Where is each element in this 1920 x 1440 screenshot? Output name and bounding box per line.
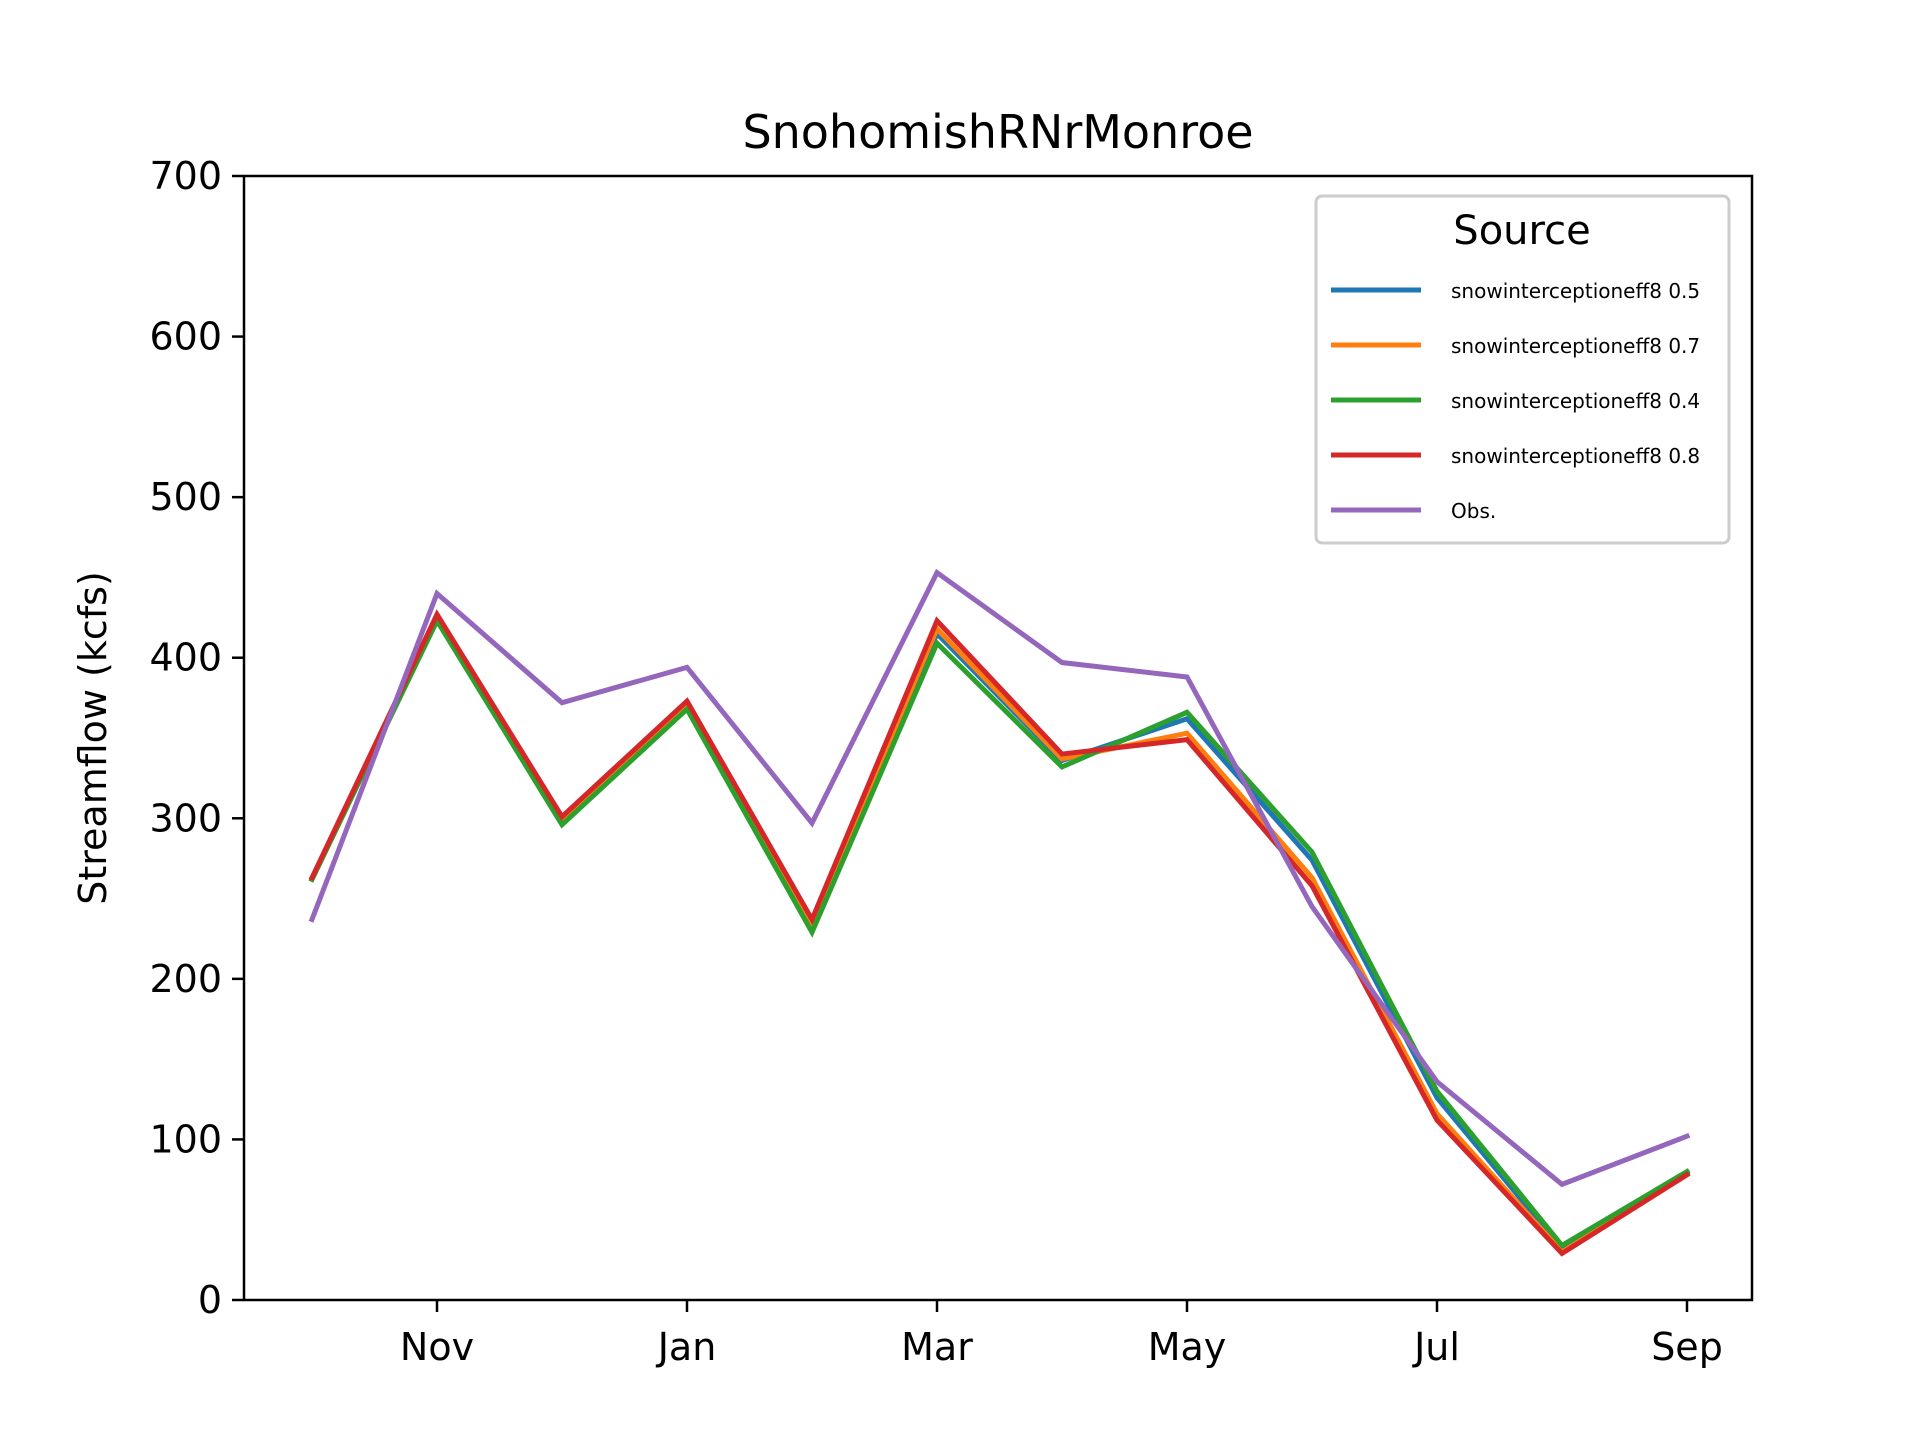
plot-frame	[242, 174, 1754, 1302]
x-tick-label: Nov	[400, 1325, 474, 1369]
y-tick-label: 400	[149, 636, 222, 680]
series-line-2	[308, 615, 1691, 1249]
legend-label: snowinterceptioneff8 0.8	[1451, 444, 1700, 468]
y-tick-label: 500	[149, 475, 222, 519]
y-tick-label: 700	[149, 154, 222, 198]
y-tick-label: 0	[198, 1278, 222, 1322]
y-tick-label: 600	[149, 315, 222, 359]
y-tick-label: 200	[149, 957, 222, 1001]
series-line-3	[308, 609, 1691, 1257]
plot-lines	[308, 568, 1691, 1257]
legend: Source snowinterceptioneff8 0.5snowinter…	[1314, 194, 1731, 545]
legend-title: Source	[1453, 208, 1590, 254]
legend-label: Obs.	[1451, 499, 1496, 523]
x-tick-label: May	[1148, 1325, 1227, 1369]
x-tick-label: Jan	[656, 1325, 717, 1369]
y-tick-label: 300	[149, 796, 222, 840]
x-tick-label: Sep	[1651, 1325, 1723, 1369]
x-tick-label: Jul	[1412, 1325, 1460, 1369]
legend-items: snowinterceptioneff8 0.5 snowinterception…	[1331, 279, 1700, 523]
legend-label: snowinterceptioneff8 0.4	[1451, 389, 1700, 413]
y-tick-label: 100	[149, 1117, 222, 1161]
legend-label: snowinterceptioneff8 0.5	[1451, 279, 1700, 303]
y-axis-label: Streamflow (kcfs)	[71, 571, 115, 905]
legend-label: snowinterceptioneff8 0.7	[1451, 334, 1700, 358]
chart-title: SnohomishRNrMonroe	[742, 105, 1253, 159]
x-tick-label: Mar	[901, 1325, 973, 1369]
series-line-4	[308, 568, 1691, 1188]
x-axis: Nov Jan Mar May Jul Sep	[400, 1300, 1723, 1369]
y-axis: 0 100 200 300 400 500 600 700	[149, 154, 244, 1322]
